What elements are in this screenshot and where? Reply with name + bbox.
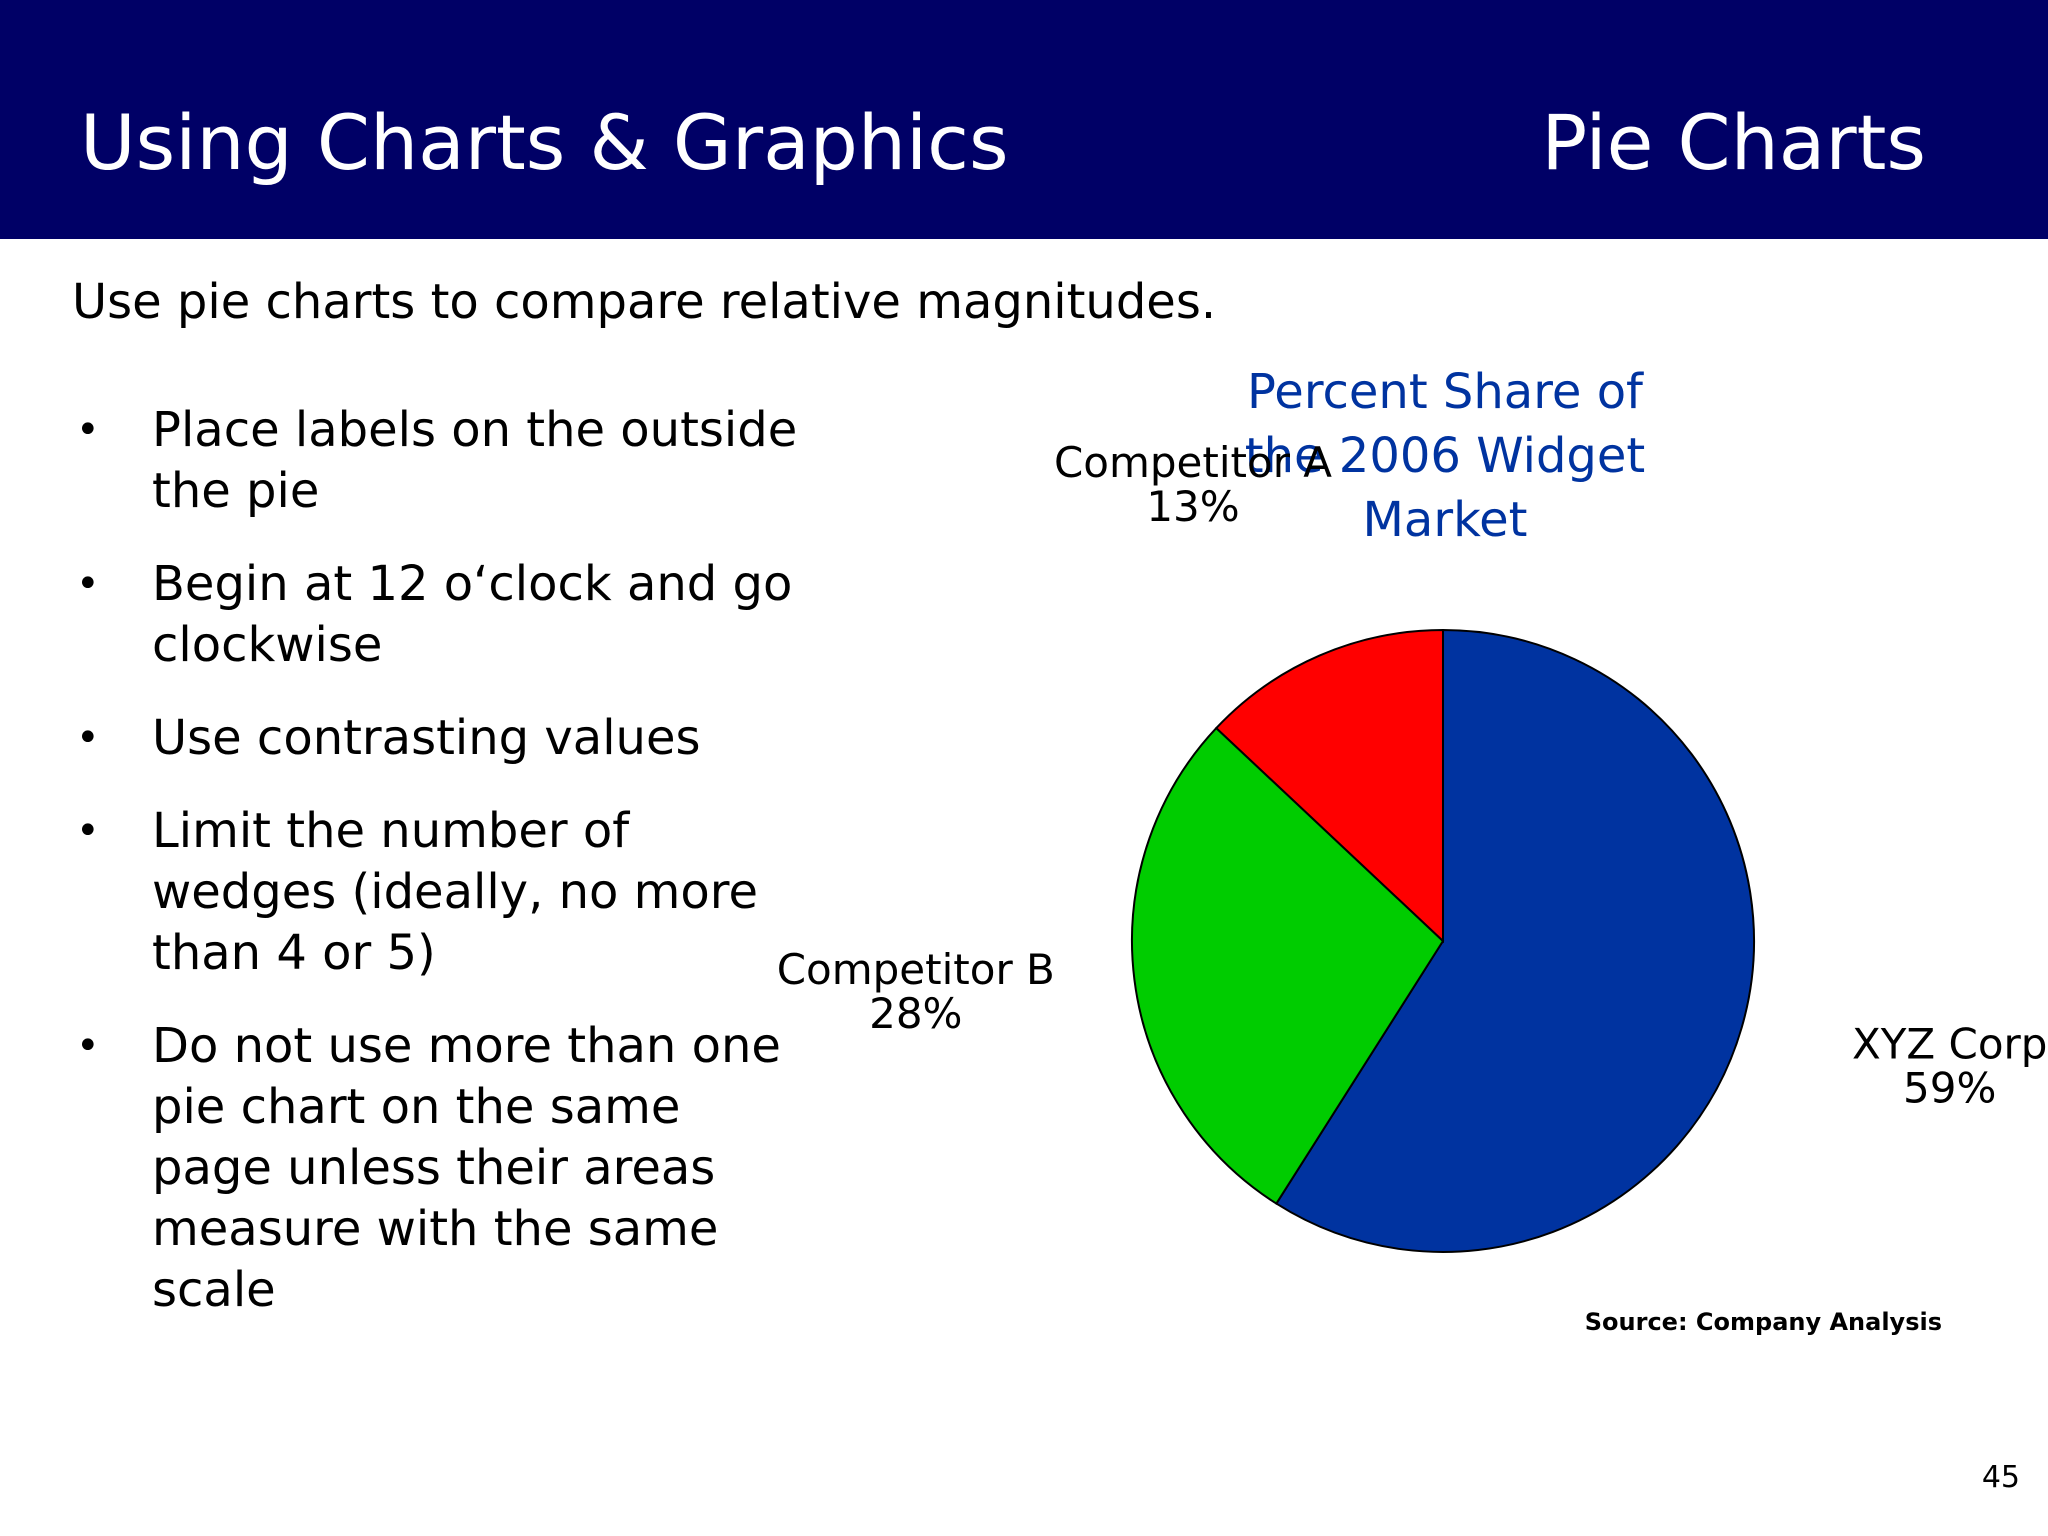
slide-title: Using Charts & Graphics: [80, 98, 1009, 187]
bullet-dot-icon: •: [76, 1023, 100, 1069]
bullet-item: • Limit the number of wedges (ideally, n…: [72, 801, 812, 984]
bullet-item: • Use contrasting values: [72, 708, 812, 769]
bullet-text: Use contrasting values: [152, 710, 701, 766]
slice-value-label: 13%: [1146, 482, 1239, 531]
bullet-text: Limit the number of wedges (ideally, no …: [152, 803, 758, 981]
pie-slice-competitor-a: [1214, 628, 1444, 944]
chart-title: Percent Share of the 2006 Widget Market: [1244, 364, 1646, 548]
bullet-text: Place labels on the outside the pie: [152, 402, 798, 519]
bullet-dot-icon: •: [76, 808, 100, 854]
slice-label: XYZ Corp: [1852, 1020, 2048, 1069]
slice-value-label: 59%: [1903, 1064, 1996, 1113]
slice-label: Competitor B: [777, 945, 1055, 994]
bullet-item: • Begin at 12 o‘clock and go clockwise: [72, 554, 812, 676]
slide-header: Using Charts & Graphics Pie Charts: [0, 0, 2048, 239]
bullet-text: Do not use more than one pie chart on th…: [152, 1018, 781, 1318]
bullet-list: • Place labels on the outside the pie • …: [72, 400, 812, 1353]
source-note: Source: Company Analysis: [1584, 1308, 1942, 1336]
section-title: Pie Charts: [1541, 98, 1926, 187]
bullet-text: Begin at 12 o‘clock and go clockwise: [152, 556, 793, 673]
pie-slice-competitor-b: [1131, 726, 1445, 1205]
bullet-item: • Place labels on the outside the pie: [72, 400, 812, 522]
pie-slice-xyz-corp: [1274, 628, 1755, 1253]
page-number: 45: [1981, 1460, 2020, 1495]
intro-text: Use pie charts to compare relative magni…: [72, 274, 1217, 330]
bullet-dot-icon: •: [76, 715, 100, 761]
bullet-item: • Do not use more than one pie chart on …: [72, 1016, 812, 1321]
bullet-dot-icon: •: [76, 407, 100, 453]
bullet-dot-icon: •: [76, 561, 100, 607]
slice-value-label: 28%: [869, 989, 962, 1038]
